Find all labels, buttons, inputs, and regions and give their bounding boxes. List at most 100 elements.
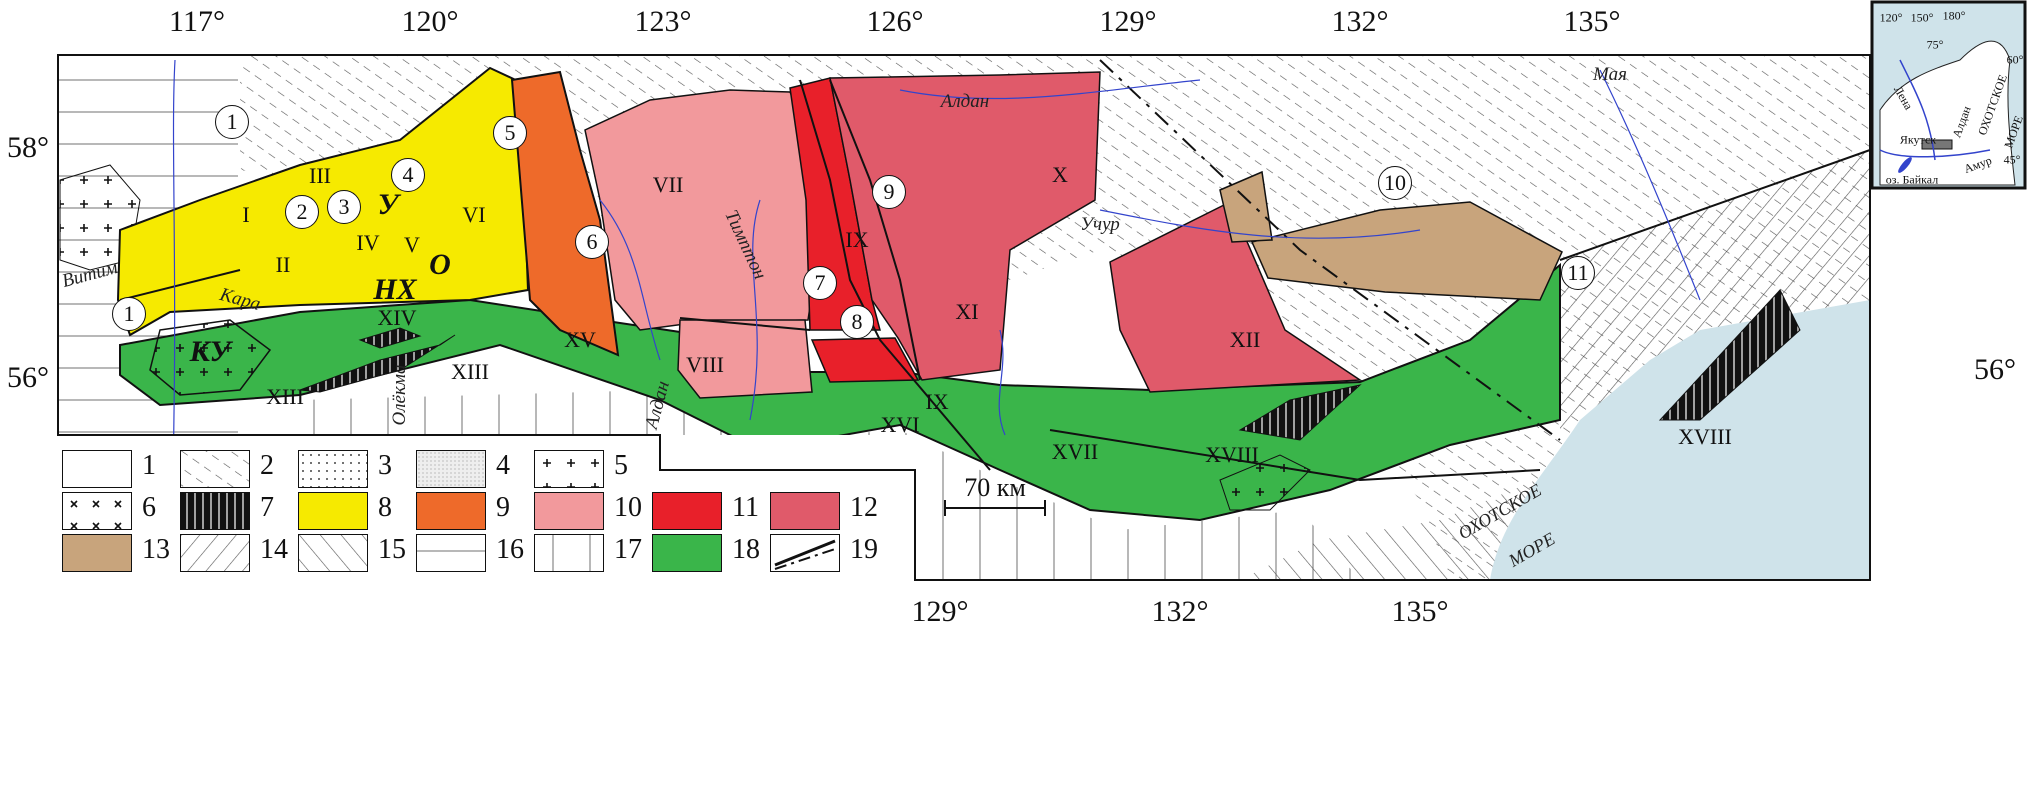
legend-swatch-15 (298, 534, 368, 572)
region-label: I (242, 202, 250, 227)
region-label: VII (652, 172, 684, 197)
circled-number: 6 (575, 225, 609, 259)
circled-number: 11 (1561, 256, 1595, 290)
region-label: V (404, 232, 420, 257)
unit-9-orange (510, 70, 620, 357)
inset-graticule-label: 120° (1879, 10, 1903, 25)
unit-15-area (1240, 470, 1560, 580)
legend-swatch-11 (652, 492, 722, 530)
legend-number: 4 (496, 450, 510, 481)
block-label: КУ (189, 335, 231, 368)
faults (119, 59, 1871, 482)
unit-13-tan-main (1250, 201, 1563, 301)
region-label: XVII (1051, 439, 1099, 464)
circled-number: 10 (1378, 166, 1412, 200)
region-label: XI (955, 299, 979, 324)
legend-number: 12 (850, 492, 878, 523)
inset-graticule-label: 75° (1926, 37, 1944, 52)
legend-swatch-1 (62, 450, 132, 488)
top-longitude-label: 129° (1099, 5, 1157, 38)
region-label: XVIII (1205, 442, 1259, 467)
legend-number: 10 (614, 492, 642, 523)
unit-7-black-east (1658, 289, 1801, 421)
legend-swatch-10 (534, 492, 604, 530)
unit-11-red-lower (810, 337, 920, 383)
legend-swatch-14 (180, 534, 250, 572)
legend-swatch-3 (298, 450, 368, 488)
inset-map (1870, 0, 2027, 190)
bottom-longitude-label: 132° (1151, 595, 1209, 628)
river-label: Учур (1080, 214, 1120, 235)
geologic-units (116, 66, 1801, 522)
legend-swatch-16 (416, 534, 486, 572)
circled-number: 2 (285, 195, 319, 229)
circled-number: 1 (215, 105, 249, 139)
circled-number: 4 (391, 158, 425, 192)
legend-number: 2 (260, 450, 274, 481)
legend-number: 16 (496, 534, 524, 565)
legend-number: 8 (378, 492, 392, 523)
region-label: XIII (266, 384, 304, 409)
block-label: НХ (373, 273, 417, 306)
region-label: IV (356, 230, 380, 255)
map-border (57, 54, 1871, 581)
legend-number: 14 (260, 534, 288, 565)
legend-swatch-9 (416, 492, 486, 530)
inset-graticule-label: 60° (2006, 52, 2024, 67)
legend-number: 6 (142, 492, 156, 523)
region-label: III (309, 163, 331, 188)
legend-swatch-12 (770, 492, 840, 530)
legend-swatch-13 (62, 534, 132, 572)
river-label: Мая (1593, 64, 1627, 85)
top-longitude-label: 117° (169, 5, 225, 38)
region-label: X (1052, 162, 1068, 187)
region-label: XVI (880, 412, 920, 437)
region-label: XIV (377, 305, 417, 330)
circled-number: 8 (840, 305, 874, 339)
region-label: XVIII (1678, 424, 1732, 449)
unit-17-area (300, 390, 1360, 580)
legend-number: 7 (260, 492, 274, 523)
unit-7-black-XIV (358, 327, 422, 349)
inset-label: оз. Байкал (1885, 172, 1939, 187)
top-longitude-label: 120° (401, 5, 459, 38)
region-label: VIII (686, 352, 724, 377)
legend-number: 18 (732, 534, 760, 565)
circled-number: 5 (493, 116, 527, 150)
legend-number: 17 (614, 534, 642, 565)
legend-swatch-7 (180, 492, 250, 530)
right-latitude-label: 56° (1974, 353, 2016, 386)
circled-number: 3 (327, 190, 361, 224)
top-longitude-label: 123° (634, 5, 692, 38)
region-label: XIII (451, 359, 489, 384)
top-longitude-label: 135° (1563, 5, 1621, 38)
legend-number: 5 (614, 450, 628, 481)
region-label: XV (564, 327, 596, 352)
legend-number: 1 (142, 450, 156, 481)
sea-area (1490, 300, 1870, 580)
legend-swatch-4 (416, 450, 486, 488)
scale-bar-label: 70 км (964, 473, 1026, 502)
unit-5-plus-KU (149, 319, 272, 396)
left-latitude-label: 58° (7, 131, 49, 164)
legend-swatch-8 (298, 492, 368, 530)
region-label: II (275, 252, 291, 277)
unit-10-pink-VIII (677, 319, 813, 399)
legend-number: 13 (142, 534, 170, 565)
unit-13-tan-north (1219, 170, 1273, 243)
circled-number: 9 (872, 175, 906, 209)
unit-8-yellow (116, 66, 530, 337)
inset-label: Якутск (1899, 132, 1937, 147)
legend-number: 9 (496, 492, 510, 523)
inset-graticule-label: 180° (1942, 8, 1966, 23)
top-longitude-label: 126° (866, 5, 924, 38)
legend-number: 19 (850, 534, 878, 565)
river-label: Алдан (940, 91, 990, 112)
bottom-longitude-label: 135° (1391, 595, 1449, 628)
unit-10-pink-VII (584, 89, 831, 331)
bottom-longitude-label: 129° (911, 595, 969, 628)
legend-number: 3 (378, 450, 392, 481)
legend-swatch-5 (534, 450, 604, 488)
